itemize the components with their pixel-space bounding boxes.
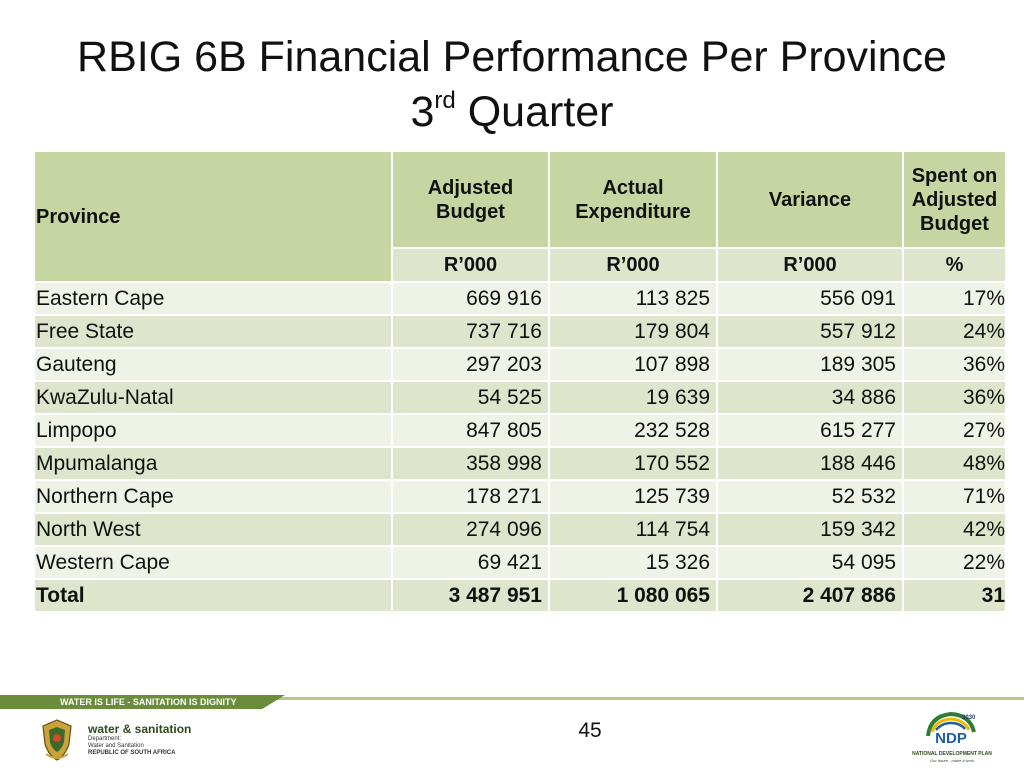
cell-spent: 24%	[902, 314, 1007, 349]
table-row: North West 274 096 114 754 159 342 42%	[33, 512, 1007, 547]
cell-spent: 36%	[902, 380, 1007, 415]
unit-actual-expenditure: R’000	[548, 247, 718, 283]
header-adjusted-budget: Adjusted Budget	[391, 150, 550, 249]
cell-province: KwaZulu-Natal	[33, 380, 393, 415]
cell-spent: 36%	[902, 347, 1007, 382]
cell-adjusted-budget: 178 271	[391, 479, 550, 514]
cell-adjusted-budget: 54 525	[391, 380, 550, 415]
cell-variance: 557 912	[716, 314, 904, 349]
cell-variance: 52 532	[716, 479, 904, 514]
cell-actual-expenditure: 15 326	[548, 545, 718, 580]
cell-total-adjusted-budget: 3 487 951	[391, 578, 550, 613]
footer-banner: WATER IS LIFE - SANITATION IS DIGNITY	[0, 695, 285, 709]
page-number: 45	[578, 719, 602, 742]
cell-adjusted-budget: 847 805	[391, 413, 550, 448]
header-province: Province	[33, 150, 393, 283]
department-line-2: Water and Sanitation	[88, 743, 144, 749]
cell-variance: 188 446	[716, 446, 904, 481]
unit-variance: R’000	[716, 247, 904, 283]
cell-spent: 27%	[902, 413, 1007, 448]
table-row: Limpopo 847 805 232 528 615 277 27%	[33, 413, 1007, 448]
cell-province: Free State	[33, 314, 393, 349]
cell-actual-expenditure: 179 804	[548, 314, 718, 349]
header-actual-expenditure: Actual Expenditure	[548, 150, 718, 249]
ndp-line-1: NATIONAL DEVELOPMENT PLAN	[912, 751, 992, 757]
cell-adjusted-budget: 69 421	[391, 545, 550, 580]
cell-spent: 17%	[902, 281, 1007, 316]
cell-actual-expenditure: 232 528	[548, 413, 718, 448]
footer-stripe	[0, 697, 1024, 700]
cell-adjusted-budget: 297 203	[391, 347, 550, 382]
cell-actual-expenditure: 19 639	[548, 380, 718, 415]
cell-province: Northern Cape	[33, 479, 393, 514]
ndp-logo: 2030 NDP NATIONAL DEVELOPMENT PLAN Our f…	[912, 710, 992, 766]
table-row: Northern Cape 178 271 125 739 52 532 71%	[33, 479, 1007, 514]
cell-province: North West	[33, 512, 393, 547]
ndp-name: NDP	[935, 730, 967, 747]
cell-actual-expenditure: 113 825	[548, 281, 718, 316]
footer-banner-text: WATER IS LIFE - SANITATION IS DIGNITY	[60, 697, 237, 707]
cell-spent: 42%	[902, 512, 1007, 547]
cell-adjusted-budget: 274 096	[391, 512, 550, 547]
cell-total-actual-expenditure: 1 080 065	[548, 578, 718, 613]
cell-spent: 48%	[902, 446, 1007, 481]
cell-variance: 189 305	[716, 347, 904, 382]
total-row: Total 3 487 951 1 080 065 2 407 886 31	[33, 578, 1007, 613]
cell-actual-expenditure: 170 552	[548, 446, 718, 481]
title-quarter-word: Quarter	[455, 88, 614, 136]
unit-spent: %	[902, 247, 1007, 283]
ndp-line-2: Our future - make it work	[929, 758, 974, 763]
ndp-logo-mark: 2030 NDP	[926, 711, 976, 747]
cell-actual-expenditure: 125 739	[548, 479, 718, 514]
cell-province: Mpumalanga	[33, 446, 393, 481]
cell-adjusted-budget: 669 916	[391, 281, 550, 316]
slide-title: RBIG 6B Financial Performance Per Provin…	[0, 30, 1024, 140]
department-logo: water & sanitation Department: Water and…	[38, 718, 208, 762]
cell-spent: 71%	[902, 479, 1007, 514]
title-ordinal-suffix: rd	[434, 87, 456, 114]
cell-variance: 34 886	[716, 380, 904, 415]
cell-province: Eastern Cape	[33, 281, 393, 316]
title-line-1: RBIG 6B Financial Performance Per Provin…	[77, 33, 947, 81]
cell-variance: 54 095	[716, 545, 904, 580]
cell-province: Western Cape	[33, 545, 393, 580]
cell-adjusted-budget: 737 716	[391, 314, 550, 349]
title-quarter-number: 3	[410, 88, 435, 136]
header-row: Province Adjusted Budget Actual Expendit…	[33, 150, 1007, 283]
coat-of-arms-logo	[42, 719, 72, 761]
cell-variance: 615 277	[716, 413, 904, 448]
title-line-2: 3rd Quarter	[0, 85, 1024, 140]
table-row: Gauteng 297 203 107 898 189 305 36%	[33, 347, 1007, 382]
department-line-1: Department:	[88, 736, 122, 742]
cell-variance: 159 342	[716, 512, 904, 547]
units-row: R’000 R’000 R’000 %	[34, 247, 1007, 283]
table-row: KwaZulu-Natal 54 525 19 639 34 886 36%	[33, 380, 1007, 415]
unit-adjusted-budget: R’000	[391, 247, 550, 283]
table-row: Western Cape 69 421 15 326 54 095 22%	[33, 545, 1007, 580]
table-row: Eastern Cape 669 916 113 825 556 091 17%	[33, 281, 1007, 316]
cell-total-variance: 2 407 886	[716, 578, 904, 613]
financial-performance-table: Province Adjusted Budget Actual Expendit…	[33, 150, 1007, 613]
footer-bar: WATER IS LIFE - SANITATION IS DIGNITY	[0, 695, 1024, 711]
cell-adjusted-budget: 358 998	[391, 446, 550, 481]
ndp-year: 2030	[962, 715, 976, 721]
cell-variance: 556 091	[716, 281, 904, 316]
cell-actual-expenditure: 107 898	[548, 347, 718, 382]
cell-province: Gauteng	[33, 347, 393, 382]
department-line-3: REPUBLIC OF SOUTH AFRICA	[88, 750, 176, 756]
header-variance: Variance	[716, 150, 904, 249]
table-row: Free State 737 716 179 804 557 912 24%	[33, 314, 1007, 349]
department-title: water & sanitation	[88, 722, 192, 736]
cell-total-spent: 31	[902, 578, 1007, 613]
cell-actual-expenditure: 114 754	[548, 512, 718, 547]
cell-spent: 22%	[902, 545, 1007, 580]
department-text: water & sanitation Department: Water and…	[88, 722, 191, 757]
table-row: Mpumalanga 358 998 170 552 188 446 48%	[33, 446, 1007, 481]
cell-total-label: Total	[33, 578, 393, 613]
cell-province: Limpopo	[33, 413, 393, 448]
header-spent-on-adjusted-budget: Spent on Adjusted Budget	[902, 150, 1007, 249]
